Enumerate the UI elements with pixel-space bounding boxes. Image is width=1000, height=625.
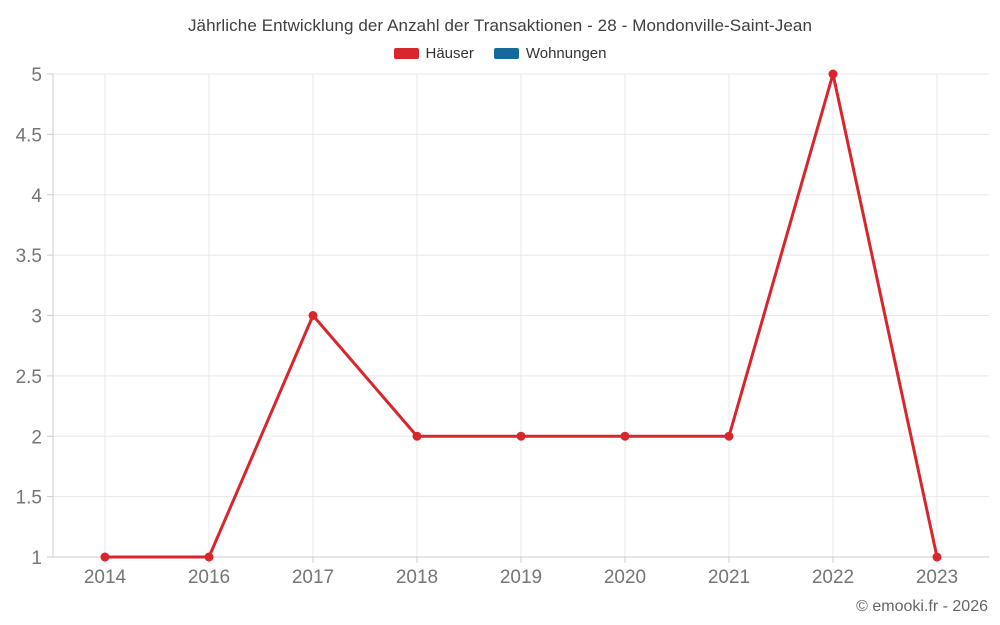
legend-item-hauser[interactable]: Häuser bbox=[393, 45, 474, 62]
legend-swatch-hauser bbox=[393, 48, 419, 59]
data-point[interactable] bbox=[308, 311, 318, 320]
y-axis-label: 3 bbox=[31, 307, 42, 328]
x-axis-label: 2017 bbox=[292, 567, 334, 588]
y-axis-label: 3.5 bbox=[16, 246, 42, 267]
legend-label-hauser: Häuser bbox=[425, 45, 474, 62]
y-axis-label: 5 bbox=[31, 65, 42, 86]
data-point[interactable] bbox=[100, 552, 110, 562]
legend-item-wohnungen[interactable]: Wohnungen bbox=[493, 45, 607, 62]
x-axis-label: 2023 bbox=[916, 567, 958, 588]
footer-credit: © emooki.fr - 2026 bbox=[856, 598, 988, 615]
x-axis-label: 2021 bbox=[708, 567, 750, 588]
y-axis-label: 1.5 bbox=[16, 488, 42, 509]
x-axis-label: 2014 bbox=[84, 567, 127, 588]
y-axis-label: 1 bbox=[31, 548, 42, 569]
y-axis-label: 2.5 bbox=[16, 367, 42, 388]
y-axis-label: 4 bbox=[31, 186, 42, 207]
chart-title: Jährliche Entwicklung der Anzahl der Tra… bbox=[187, 16, 813, 35]
data-point[interactable] bbox=[516, 431, 526, 441]
y-axis-label: 2 bbox=[31, 427, 42, 448]
data-point[interactable] bbox=[204, 552, 214, 562]
data-point[interactable] bbox=[932, 552, 942, 562]
data-point[interactable] bbox=[724, 431, 734, 441]
x-axis-label: 2020 bbox=[604, 567, 646, 588]
x-axis-label: 2022 bbox=[812, 567, 854, 588]
legend: Häuser Wohnungen bbox=[0, 45, 1000, 62]
y-axis-label: 4.5 bbox=[16, 125, 42, 146]
legend-swatch-wohnungen bbox=[493, 48, 519, 59]
data-point[interactable] bbox=[828, 69, 838, 79]
x-axis-label: 2018 bbox=[396, 567, 438, 588]
data-point[interactable] bbox=[620, 431, 630, 441]
legend-label-wohnungen: Wohnungen bbox=[525, 45, 607, 62]
data-point[interactable] bbox=[412, 431, 422, 441]
x-axis-label: 2016 bbox=[188, 567, 230, 588]
x-axis-label: 2019 bbox=[500, 567, 542, 588]
